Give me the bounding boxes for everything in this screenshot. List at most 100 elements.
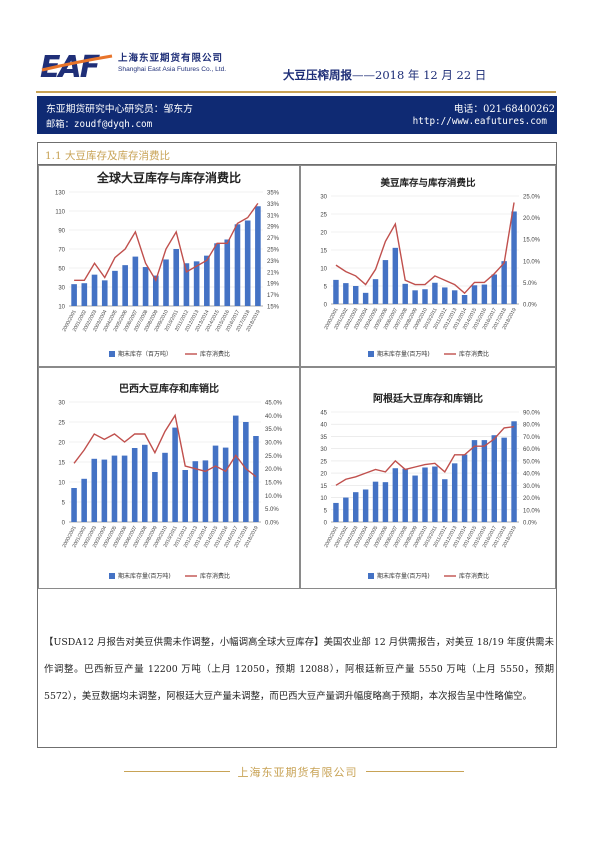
y-tick-label-right: 10.0% <box>523 508 541 514</box>
legend-line-label: 库存消费比 <box>459 572 489 580</box>
y-tick-label-left: 0 <box>324 521 328 527</box>
bar <box>511 421 517 522</box>
ratio-line <box>335 202 515 295</box>
bar <box>173 249 180 306</box>
y-tick-label-right: 25.0% <box>265 454 283 460</box>
bar <box>142 444 148 522</box>
bar <box>71 488 77 522</box>
y-tick-label-left: 5 <box>62 501 66 507</box>
y-tick-label-right: 80.0% <box>523 423 541 429</box>
eaf-logo-icon: EAF <box>40 50 113 82</box>
bar <box>81 283 88 306</box>
y-tick-label-right: 90.0% <box>523 411 541 417</box>
legend-bar-swatch <box>368 351 374 357</box>
chart-svg: 巴西大豆库存和库销比 0 5 10 15 20 25 30 0.0% 5.0% 10.0% 15.0%… <box>58 382 283 580</box>
bar <box>491 274 497 304</box>
bar <box>372 279 379 304</box>
legend-bar-label: 期末库存（百万吨） <box>118 350 172 358</box>
y-tick-label-right: 35% <box>267 191 280 197</box>
bar <box>402 283 408 304</box>
y-tick-label-right: 23% <box>267 259 280 265</box>
y-tick-label-right: 15.0% <box>523 238 541 244</box>
y-tick-label-right: 0.0% <box>265 521 279 527</box>
y-tick-label-left: 15 <box>320 249 327 255</box>
report-dash: —— <box>352 68 375 82</box>
section-header: 1.1 大豆库存及库存消费比 <box>38 143 556 165</box>
bar <box>234 224 241 306</box>
y-tick-label-left: 0 <box>62 521 66 527</box>
legend-bar-swatch <box>109 573 115 579</box>
bar <box>101 280 108 306</box>
legend-line-label: 库存消费比 <box>200 572 230 580</box>
y-tick-label-left: 30 <box>320 195 327 201</box>
bar <box>212 445 219 522</box>
footer: 上海东亚期货有限公司 <box>0 764 595 780</box>
bar <box>183 263 190 306</box>
bar <box>422 467 428 522</box>
y-tick-label-right: 25.0% <box>523 195 541 201</box>
bar <box>491 435 497 522</box>
legend-bar-label: 期末库存量(百万吨) <box>118 572 171 580</box>
bar <box>451 290 458 304</box>
y-tick-label-right: 31% <box>267 213 280 219</box>
svg-text:EAF: EAF <box>40 50 101 82</box>
bar <box>101 459 108 522</box>
bar <box>121 455 128 522</box>
bar <box>451 463 458 522</box>
bar <box>402 468 408 522</box>
website-link[interactable]: http://www.eafutures.com <box>412 116 547 127</box>
bar <box>412 475 418 522</box>
y-tick-label-right: 40.0% <box>265 414 283 420</box>
y-tick-label-left: 10 <box>58 481 65 487</box>
bar <box>253 436 259 522</box>
ratio-line <box>335 425 515 486</box>
y-tick-label-left: 50 <box>58 267 65 273</box>
email-label[interactable]: 邮箱：zoudf@dyqh.com <box>46 119 153 130</box>
y-tick-label-right: 10.0% <box>523 259 541 265</box>
bar <box>412 290 418 304</box>
legend-line-label: 库存消费比 <box>459 350 489 358</box>
bar <box>343 497 349 522</box>
y-tick-label-left: 30 <box>320 447 327 453</box>
report-title: 大豆压榨周报——2018 年 12 月 22 日 <box>283 67 486 83</box>
bar <box>142 267 149 306</box>
bar <box>111 455 118 522</box>
bar <box>255 206 261 306</box>
company-name-cn: 上海东亚期货有限公司 <box>118 53 224 64</box>
y-tick-label-left: 0 <box>324 303 328 309</box>
y-tick-label-right: 15.0% <box>265 481 283 487</box>
bar <box>152 472 158 522</box>
y-tick-label-left: 35 <box>320 435 327 441</box>
report-name: 大豆压榨周报 <box>283 68 352 82</box>
bar <box>112 270 118 306</box>
y-tick-label-left: 5 <box>324 508 328 514</box>
bar <box>481 284 488 304</box>
y-tick-label-right: 60.0% <box>523 447 541 453</box>
y-tick-label-left: 20 <box>58 441 65 447</box>
y-tick-label-right: 15% <box>267 305 280 311</box>
y-tick-label-right: 70.0% <box>523 435 541 441</box>
phone-label: 电话：021-68400262 <box>453 104 555 115</box>
legend-bar-label: 期末库存量(百万吨) <box>377 350 430 358</box>
company-name-en: Shanghai East Asia Futures Co., Ltd. <box>118 66 227 73</box>
bar <box>122 265 128 306</box>
bar <box>353 286 359 304</box>
y-tick-label-right: 20.0% <box>523 496 541 502</box>
bar <box>353 492 359 522</box>
ratio-line <box>73 413 257 478</box>
header-divider <box>36 91 556 93</box>
chart-title: 全球大豆库存与库存消费比 <box>96 170 241 185</box>
y-tick-label-left: 110 <box>55 210 65 216</box>
chart-panel-us: 美豆库存与库存消费比 0 5 10 15 20 25 30 0.0% 5.0% 10.0% 15.0%… <box>300 165 556 367</box>
bar <box>461 295 468 304</box>
chart-title: 阿根廷大豆库存和库销比 <box>373 392 483 405</box>
bar <box>162 452 168 522</box>
footer-company: 上海东亚期货有限公司 <box>229 766 366 779</box>
bar <box>422 289 428 304</box>
chart-panel-global: 全球大豆库存与库存消费比 10 30 50 70 90 110 130 15% 17% 19% 21%… <box>38 165 300 367</box>
y-tick-label-right: 29% <box>267 225 280 231</box>
y-tick-label-right: 35.0% <box>265 427 283 433</box>
bar <box>132 256 139 306</box>
y-tick-label-left: 30 <box>58 286 65 292</box>
bar <box>432 466 438 522</box>
